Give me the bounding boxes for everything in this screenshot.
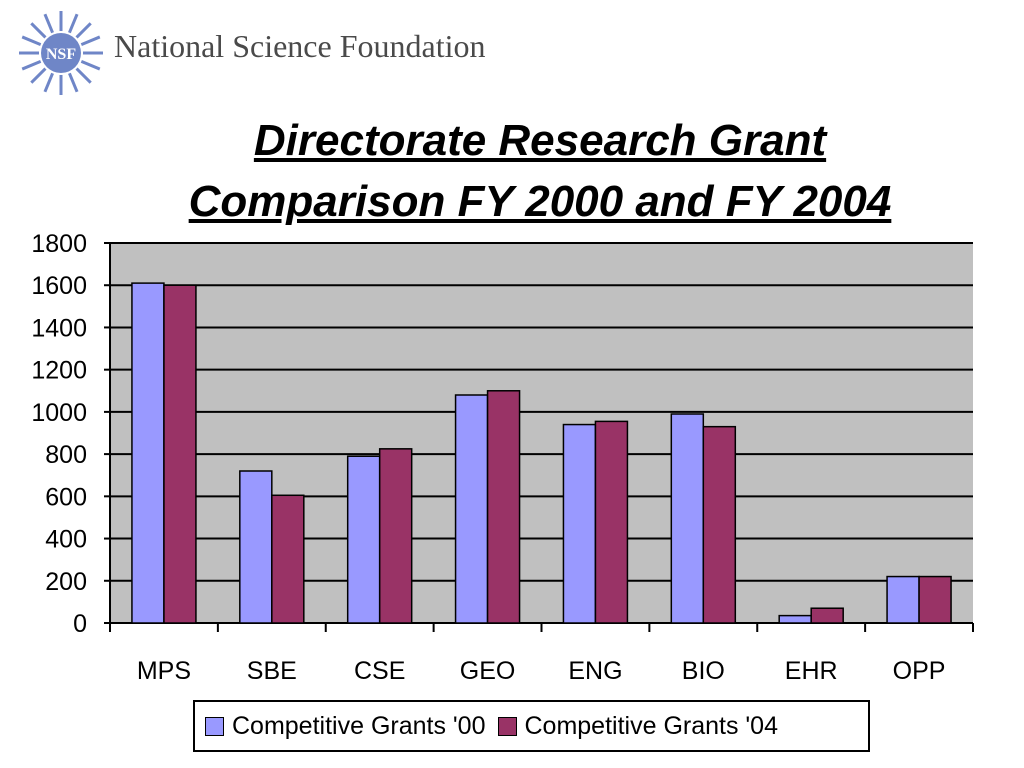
bar-2000 (131, 282, 165, 624)
bar-2004 (163, 284, 197, 624)
bar-2000 (454, 394, 489, 624)
legend: Competitive Grants '00 Competitive Grant… (193, 700, 870, 752)
logo-ray (75, 22, 92, 39)
y-tick-label: 800 (45, 441, 87, 469)
logo-ray (21, 35, 42, 46)
bar-2000 (670, 413, 705, 624)
bar-2000 (778, 614, 812, 624)
logo-ray (30, 22, 47, 39)
x-tick-label: MPS (137, 657, 191, 685)
legend-item-2004: Competitive Grants '04 (497, 711, 779, 741)
y-tick-label: 1200 (31, 357, 87, 385)
logo-ray (30, 67, 47, 84)
logo-ray (68, 13, 79, 34)
nsf-logo-icon: NSF (19, 11, 103, 95)
bar-2004 (702, 425, 737, 624)
bar-chart: 0 200 400 600 800 1000 1200 1400 1600 1800 MPS SBE C… (31, 230, 974, 685)
logo-ray (43, 13, 54, 34)
header: NSF National Science Foundation (16, 8, 616, 98)
bar-2000 (239, 470, 273, 624)
logo-text: NSF (46, 46, 76, 63)
legend-label-2004: Competitive Grants '04 (524, 711, 779, 740)
x-tick-label: ENG (568, 657, 622, 685)
chart-title-line-2: Comparison FY 2000 and FY 2004 (188, 177, 892, 226)
y-tick-label: 400 (45, 526, 87, 554)
bar-2004 (594, 420, 629, 624)
x-tick-label: GEO (460, 657, 516, 685)
y-tick-label: 1800 (31, 230, 87, 258)
logo-ray (75, 67, 92, 84)
org-name: National Science Foundation (114, 28, 486, 64)
x-tick-label: CSE (354, 657, 405, 685)
logo-ray (21, 60, 42, 71)
logo-ray (68, 72, 79, 93)
y-tick-label: 1400 (31, 314, 87, 342)
bar-2004 (378, 448, 413, 624)
y-tick-label: 0 (73, 610, 87, 638)
legend-item-2000: Competitive Grants '00 (205, 712, 486, 741)
x-tick-label: OPP (893, 657, 946, 685)
y-tick-label: 600 (45, 483, 87, 511)
logo-ray (80, 60, 101, 71)
chart-title-line-1: Directorate Research Grant (253, 116, 827, 165)
y-tick-label: 1000 (31, 399, 87, 427)
logo-ray (43, 72, 54, 93)
chart-title: Directorate Research Grant Comparison FY… (0, 110, 1024, 232)
bar-2004 (271, 494, 305, 624)
bar-2000 (886, 575, 920, 624)
bar-2004 (810, 607, 844, 624)
y-tick-label: 200 (45, 568, 87, 596)
legend-swatch-2004 (497, 716, 517, 736)
bar-2004 (486, 390, 521, 624)
bar-2000 (562, 423, 597, 624)
y-tick-label: 1600 (31, 272, 87, 300)
legend-swatch-2000 (205, 716, 224, 736)
legend-label-2000: Competitive Grants '00 (232, 711, 486, 740)
x-tick-label: BIO (682, 657, 725, 685)
bar-2000 (346, 455, 381, 624)
logo-ray (80, 35, 101, 46)
x-tick-label: SBE (247, 657, 297, 685)
bar-2004 (918, 575, 952, 624)
x-tick-label: EHR (785, 657, 838, 685)
